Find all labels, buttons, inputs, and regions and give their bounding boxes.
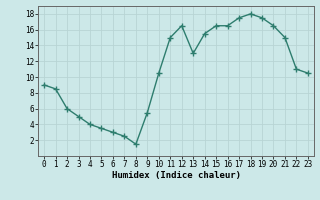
X-axis label: Humidex (Indice chaleur): Humidex (Indice chaleur) [111, 171, 241, 180]
